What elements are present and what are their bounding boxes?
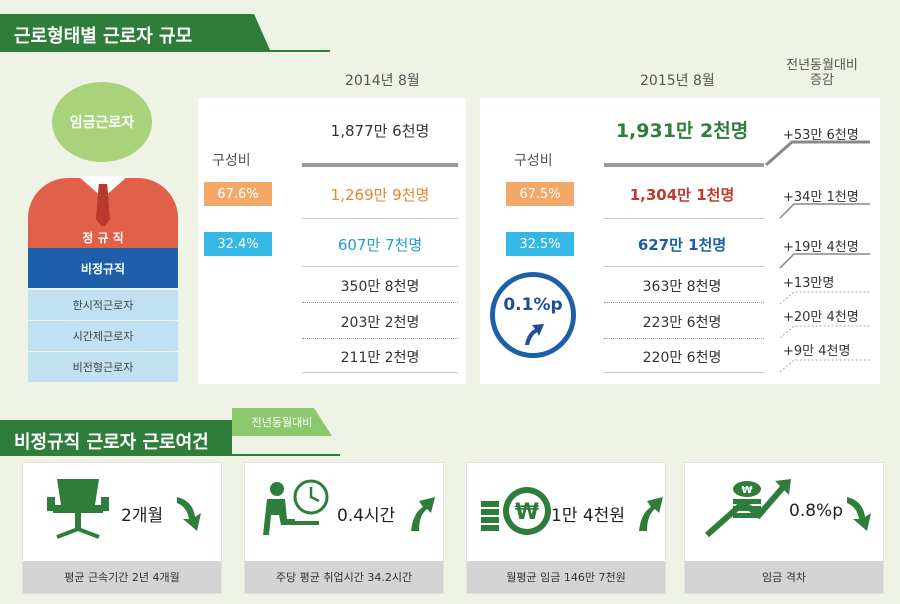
hours-value: 0.4시간 xyxy=(337,506,396,526)
header-2014: 2014년 8월 xyxy=(345,73,420,89)
total-bar-2015 xyxy=(604,163,764,167)
regular-2014: 1,269만 9천명 xyxy=(330,186,430,204)
nonregular-2014: 607만 7천명 xyxy=(337,236,423,254)
chair-icon xyxy=(47,479,109,539)
person-regular: 정 규 직 xyxy=(28,226,178,248)
temporary-2015: 363만 8천명 xyxy=(642,279,722,295)
divider xyxy=(302,338,458,339)
svg-text:₩: ₩ xyxy=(741,485,752,496)
regular-pct-2015: 67.5% xyxy=(506,182,574,206)
total-bar-2014 xyxy=(302,163,458,167)
person-atypical-label: 비전형근로자 xyxy=(72,361,134,374)
delta-connectors xyxy=(765,140,870,373)
card-wage: ₩ 1만 4천원 월평균 임금 146만 7천원 xyxy=(466,462,666,594)
tie xyxy=(96,184,110,228)
regular-pct-2014: 67.6% xyxy=(204,182,272,206)
person-parttime-label: 시간제근로자 xyxy=(72,330,134,343)
wage-caption: 월평균 임금 146만 7천원 xyxy=(467,561,665,593)
arrow-up-icon xyxy=(411,497,435,531)
arrow-up-icon xyxy=(639,497,663,531)
delta-parttime: +20만 4천명 xyxy=(783,310,859,325)
card-gap: ₩ 0.8%p 임금 격차 xyxy=(684,462,884,594)
worker-clock-icon xyxy=(263,479,329,535)
arrow-down-icon xyxy=(177,497,201,531)
delta-temporary: +13만명 xyxy=(783,276,835,291)
total-2015: 1,931만 2천명 xyxy=(615,120,749,142)
divider xyxy=(604,338,764,339)
svg-text:₩: ₩ xyxy=(515,500,539,525)
person-temporary: 한시적근로자 xyxy=(28,290,178,320)
divider xyxy=(604,266,764,267)
title-underline xyxy=(0,454,340,456)
temporary-2014: 350만 8천명 xyxy=(340,279,420,295)
divider xyxy=(302,218,458,219)
section-title-employment: 근로형태별 근로자 규모 xyxy=(0,14,270,50)
atypical-2014: 211만 2천명 xyxy=(340,350,420,366)
wage-value: 1만 4천원 xyxy=(551,506,625,526)
delta-nonregular: +19만 4천명 xyxy=(783,240,859,255)
person-head-label: 임금근로자 xyxy=(69,115,135,131)
header-2015: 2015년 8월 xyxy=(640,73,715,89)
comparison-tag: 전년동월대비 xyxy=(232,408,332,436)
ratio-label-2014: 구성비 xyxy=(212,153,251,169)
total-2014: 1,877만 6천명 xyxy=(330,122,430,140)
person-parttime: 시간제근로자 xyxy=(28,321,178,351)
comparison-tag-label: 전년동월대비 xyxy=(251,416,313,429)
person-nonregular: 비정규직 xyxy=(28,248,178,288)
person-temporary-label: 한시적근로자 xyxy=(72,299,134,312)
divider xyxy=(302,302,458,303)
arrow-down-icon xyxy=(847,497,871,531)
person-atypical: 비전형근로자 xyxy=(28,352,178,382)
arrow-up-icon xyxy=(525,324,544,345)
card-hours: 0.4시간 주당 평균 취업시간 34.2시간 xyxy=(244,462,444,594)
section-title-text: 비정규직 근로자 근로여건 xyxy=(14,432,209,453)
person-regular-label: 정 규 직 xyxy=(82,230,124,245)
person-nonregular-label: 비정규직 xyxy=(80,261,126,276)
divider xyxy=(604,372,764,373)
divider xyxy=(302,372,458,373)
hours-caption: 주당 평균 취업시간 34.2시간 xyxy=(245,561,443,593)
gap-value: 0.8%p xyxy=(789,501,843,521)
ratio-change-value: 0.1%p xyxy=(503,295,563,315)
coin-stack-growth-icon: ₩ xyxy=(705,479,791,538)
nonregular-2015: 627만 1천명 xyxy=(637,236,727,254)
ratio-change-badge: 0.1%p xyxy=(490,272,576,358)
title-underline xyxy=(0,50,330,52)
tenure-value: 2개월 xyxy=(121,506,164,526)
nonregular-pct-2015: 32.5% xyxy=(506,232,574,256)
card-tenure: 2개월 평균 근속기간 2년 4개월 xyxy=(22,462,222,594)
delta-total: +53만 6천명 xyxy=(783,128,859,143)
delta-atypical: +9만 4천명 xyxy=(783,344,851,359)
divider xyxy=(604,218,764,219)
divider xyxy=(302,266,458,267)
regular-2015: 1,304만 1천명 xyxy=(629,186,735,204)
section-title-text: 근로형태별 근로자 규모 xyxy=(14,26,193,47)
header-change: 전년동월대비 증감 xyxy=(786,58,858,88)
parttime-2014: 203만 2천명 xyxy=(340,315,420,331)
coins-icon: ₩ xyxy=(481,487,551,535)
ratio-label-2015: 구성비 xyxy=(514,153,553,169)
section-title-conditions: 비정규직 근로자 근로여건 xyxy=(0,420,232,454)
gap-caption: 임금 격차 xyxy=(685,561,883,593)
parttime-2015: 223만 6천명 xyxy=(642,315,722,331)
atypical-2015: 220만 6천명 xyxy=(642,350,722,366)
delta-regular: +34만 1천명 xyxy=(783,190,859,205)
divider xyxy=(604,302,764,303)
nonregular-pct-2014: 32.4% xyxy=(204,232,272,256)
person-head: 임금근로자 xyxy=(52,82,152,162)
tenure-caption: 평균 근속기간 2년 4개월 xyxy=(23,561,221,593)
